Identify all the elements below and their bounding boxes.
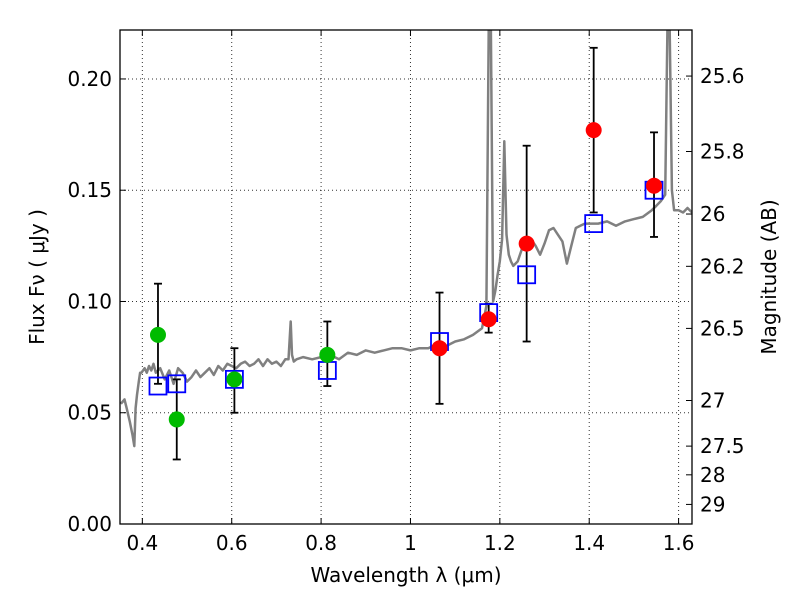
y-axis: 0.00 0.05 0.10 0.15 0.20	[67, 67, 126, 536]
x-axis-label: Wavelength λ (μm)	[310, 563, 501, 587]
observed-flux-point	[168, 411, 185, 428]
x-tick-label: 1.4	[573, 531, 605, 555]
y2-tick-label: 26.2	[700, 254, 745, 278]
model-flux-square	[584, 214, 604, 233]
x-tick-label: 1.6	[663, 531, 695, 555]
y2-axis-magnitude: 25.6 25.8 26 26.2 26.5 27 27.5 28 29	[686, 64, 745, 516]
y-tick-label: 0.10	[67, 289, 112, 313]
x-tick-label: 0.4	[126, 531, 158, 555]
observed-flux-point	[480, 311, 497, 328]
y-tick-label: 0.00	[67, 512, 112, 536]
y2-tick-label: 27.5	[700, 434, 745, 458]
model-flux-square	[148, 376, 168, 396]
observed-flux-point	[585, 122, 602, 139]
y2-tick-label: 29	[700, 492, 725, 516]
series-layer	[120, 30, 692, 461]
plot-area	[120, 30, 692, 461]
model-flux-square	[224, 369, 244, 389]
x-tick-label: 0.8	[305, 531, 337, 555]
x-axis: 0.4 0.6 0.8 1 1.2 1.4 1.6	[126, 30, 695, 555]
observed-flux-point	[518, 235, 535, 252]
sed-line	[120, 30, 692, 448]
y-tick-label: 0.05	[67, 401, 112, 425]
x-tick-label: 0.6	[216, 531, 248, 555]
y2-tick-label: 27	[700, 389, 725, 413]
observed-flux-point	[319, 346, 336, 363]
model-flux-square	[517, 265, 537, 285]
observed-flux-point	[646, 177, 663, 194]
y2-tick-label: 26.5	[700, 316, 745, 340]
x-tick-label: 1.2	[484, 531, 516, 555]
y2-tick-label: 25.8	[700, 139, 745, 163]
observed-flux-point	[149, 326, 166, 343]
y-axis-label: Flux Fν ( μJy )	[25, 209, 49, 345]
model-flux-square	[167, 374, 187, 394]
y-tick-label: 0.20	[67, 67, 112, 91]
observed-flux-point	[431, 340, 448, 357]
grid	[120, 30, 692, 524]
plot-frame	[119, 29, 693, 525]
observed-flux-point	[226, 371, 243, 388]
y2-tick-label: 26	[700, 202, 725, 226]
x-tick-label: 1	[404, 531, 417, 555]
y2-axis-label: Magnitude (AB)	[757, 199, 781, 354]
y-tick-label: 0.15	[67, 178, 112, 202]
y2-tick-label: 28	[700, 463, 725, 487]
y2-tick-label: 25.6	[700, 64, 745, 88]
